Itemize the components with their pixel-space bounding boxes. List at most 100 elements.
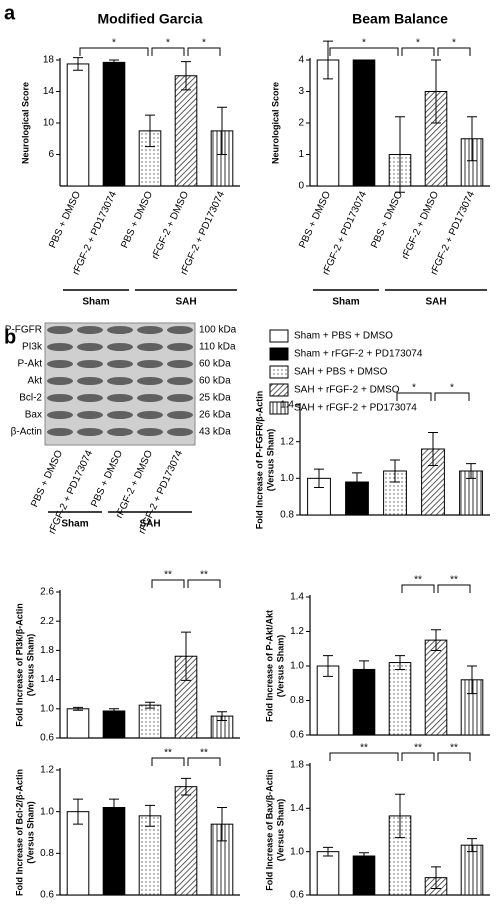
y-tick-label: 1.2 bbox=[290, 626, 304, 637]
blot-band bbox=[167, 343, 193, 351]
y-tick-label: 1.8 bbox=[290, 760, 304, 771]
error-bar bbox=[431, 866, 441, 889]
y-tick-label: 1.2 bbox=[280, 436, 294, 447]
error-bar bbox=[181, 61, 191, 91]
bar bbox=[66, 708, 90, 739]
significance-label: * bbox=[362, 38, 366, 49]
blot-band bbox=[137, 343, 163, 351]
y-tick-label: 0.8 bbox=[290, 695, 304, 706]
blot-band bbox=[107, 326, 133, 334]
y-axis-label: (Versus Sham) bbox=[275, 799, 285, 862]
bar bbox=[102, 710, 126, 739]
blot-band bbox=[77, 360, 103, 368]
blot-band bbox=[107, 343, 133, 351]
significance-label: ** bbox=[414, 575, 422, 586]
error-bar bbox=[217, 807, 227, 842]
y-axis-label: Fold Increase of P-FGFR/β-Actin bbox=[254, 391, 264, 530]
blot-band bbox=[107, 360, 133, 368]
significance-bracket bbox=[187, 579, 221, 588]
blot-size: 25 kDa bbox=[199, 393, 231, 404]
y-tick-label: 14 bbox=[43, 86, 55, 97]
x-tick-label: PBS + DMSO bbox=[89, 449, 125, 510]
legend-swatch bbox=[269, 401, 289, 415]
legend-label: SAH + rFGF-2 + DMSO bbox=[294, 385, 400, 396]
significance-label: * bbox=[452, 38, 456, 49]
error-bar bbox=[359, 852, 369, 860]
y-axis-label: Fold Increase of Bcl-2/β-Actin bbox=[14, 769, 24, 896]
significance-label: * bbox=[202, 38, 206, 49]
blot-size: 100 kDa bbox=[199, 325, 237, 336]
group-label: SAH bbox=[139, 519, 160, 530]
significance-label: ** bbox=[200, 570, 208, 581]
error-bar bbox=[466, 463, 476, 479]
bar bbox=[102, 61, 126, 187]
blot-band bbox=[137, 360, 163, 368]
blot-protein: PI3k bbox=[22, 342, 43, 353]
significance-bracket bbox=[434, 392, 470, 401]
y-tick-label: 18 bbox=[43, 55, 55, 66]
significance-label: ** bbox=[164, 748, 172, 759]
error-bar bbox=[323, 846, 333, 857]
y-axis-label: (Versus Sham) bbox=[275, 635, 285, 698]
error-bar bbox=[217, 106, 227, 155]
chart-title: Beam Balance bbox=[352, 11, 448, 27]
blot-band bbox=[137, 411, 163, 419]
significance-bracket bbox=[151, 579, 185, 588]
error-bar bbox=[73, 706, 83, 711]
legend-label: SAH + PBS + DMSO bbox=[294, 367, 388, 378]
y-tick-label: 1.0 bbox=[290, 661, 304, 672]
panel-label: b bbox=[4, 326, 16, 348]
bar bbox=[102, 807, 126, 896]
blot-protein: P-FGFR bbox=[5, 325, 42, 336]
blot-band bbox=[107, 394, 133, 402]
bar bbox=[138, 704, 162, 739]
blot-size: 26 kDa bbox=[199, 410, 231, 421]
significance-bracket bbox=[187, 757, 221, 766]
significance-bracket bbox=[401, 47, 435, 56]
legend-label: Sham + PBS + DMSO bbox=[294, 331, 393, 342]
x-tick-label: rFGF-2 + DMSO bbox=[400, 190, 441, 262]
y-tick-label: 4 bbox=[298, 55, 304, 66]
y-tick-label: 10 bbox=[43, 118, 55, 129]
y-axis-label: Fold Increase of P-Akt/Akt bbox=[264, 610, 274, 722]
bar bbox=[174, 786, 198, 896]
y-tick-label: 2 bbox=[298, 118, 304, 129]
panel-label: a bbox=[4, 2, 16, 24]
blot-band bbox=[47, 326, 73, 334]
error-bar bbox=[467, 116, 477, 162]
significance-label: * bbox=[166, 38, 170, 49]
legend-swatch bbox=[269, 329, 289, 343]
x-tick-label: PBS + DMSO bbox=[29, 449, 65, 510]
significance-bracket bbox=[151, 757, 185, 766]
group-label: Sham bbox=[332, 297, 359, 308]
blot-band bbox=[137, 428, 163, 436]
bar bbox=[174, 75, 198, 187]
bar bbox=[352, 668, 376, 736]
y-axis-label: Neurological Score bbox=[270, 82, 280, 164]
y-tick-label: 6 bbox=[48, 149, 54, 160]
x-tick-label: PBS + DMSO bbox=[297, 190, 333, 251]
significance-label: * bbox=[416, 38, 420, 49]
y-tick-label: 2.2 bbox=[40, 616, 54, 627]
blot-band bbox=[77, 394, 103, 402]
y-tick-label: 0.6 bbox=[40, 733, 54, 744]
y-tick-label: 1.0 bbox=[280, 473, 294, 484]
y-axis-label: Fold Increase of PI3k/β-Actin bbox=[14, 603, 24, 727]
y-tick-label: 0.8 bbox=[40, 848, 54, 859]
y-tick-label: 1.8 bbox=[40, 645, 54, 656]
blot-band bbox=[47, 360, 73, 368]
error-bar bbox=[109, 59, 119, 66]
y-axis-label: (Versus Sham) bbox=[25, 634, 35, 697]
error-bar bbox=[145, 701, 155, 709]
blot-band bbox=[77, 411, 103, 419]
blot-band bbox=[167, 411, 193, 419]
significance-bracket bbox=[401, 752, 435, 761]
blot-size: 60 kDa bbox=[199, 359, 231, 370]
legend-swatch bbox=[269, 365, 289, 379]
blot-band bbox=[77, 326, 103, 334]
significance-bracket bbox=[396, 392, 432, 401]
legend-label: Sham + rFGF-2 + PD173074 bbox=[294, 349, 423, 360]
legend-swatch bbox=[269, 383, 289, 397]
y-tick-label: 0.6 bbox=[290, 890, 304, 901]
